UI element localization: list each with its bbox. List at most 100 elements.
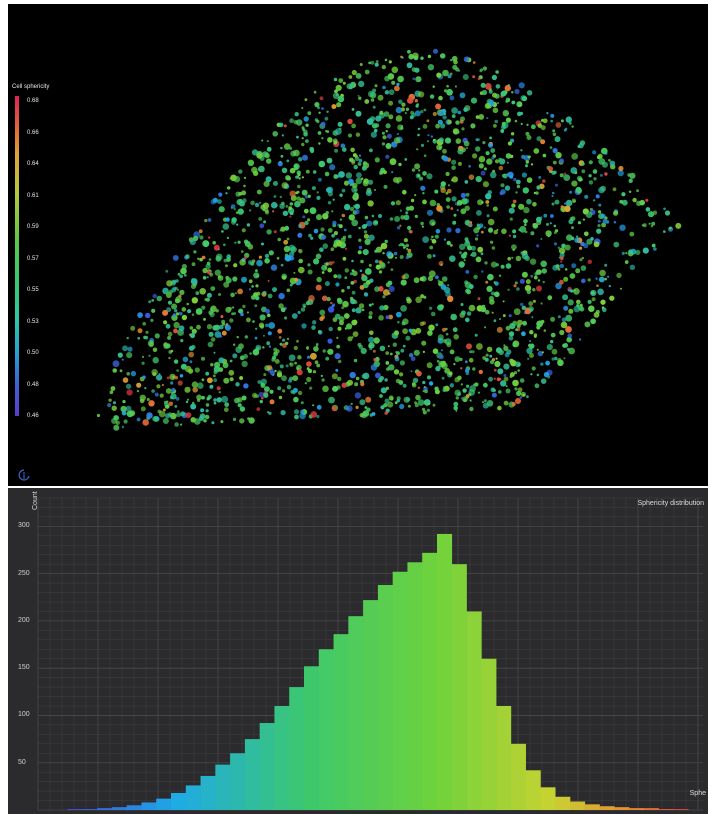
cell-marker (535, 191, 539, 195)
cell-marker (555, 183, 558, 187)
cell-marker (338, 359, 342, 364)
cell-marker (237, 240, 241, 244)
cell-marker (152, 372, 157, 377)
cell-marker (249, 209, 252, 212)
cell-marker (480, 82, 486, 88)
cell-marker (174, 405, 178, 408)
cell-marker (207, 377, 213, 384)
cell-marker (588, 174, 592, 178)
cell-marker (167, 331, 173, 337)
cell-marker (424, 389, 428, 394)
cell-marker (462, 74, 469, 80)
cell-marker (229, 318, 234, 323)
cell-marker (341, 188, 346, 193)
cell-marker (258, 217, 263, 221)
cell-marker (289, 376, 294, 381)
cell-marker (162, 309, 169, 316)
cell-marker (151, 299, 155, 302)
cell-marker (272, 210, 275, 213)
cell-marker (426, 362, 433, 369)
cell-marker (538, 176, 542, 179)
cell-marker (551, 357, 555, 361)
cell-marker (597, 219, 601, 223)
cell-marker (358, 238, 362, 242)
cell-marker (496, 377, 501, 382)
cell-marker (284, 254, 292, 262)
cell-marker (326, 157, 333, 164)
cell-marker (400, 279, 407, 286)
cell-marker (512, 234, 517, 239)
cell-marker (267, 365, 273, 371)
cell-marker (587, 259, 592, 264)
cell-marker (269, 389, 274, 394)
cell-marker (357, 250, 362, 255)
cell-marker (146, 398, 150, 401)
cell-marker (457, 161, 462, 166)
cell-marker (588, 305, 595, 312)
cell-marker (485, 193, 492, 200)
cell-marker (113, 401, 116, 405)
cell-marker (338, 78, 344, 83)
3d-view-panel[interactable]: Cell sphericity 0.68 0.66 0.64 0.61 0.59 0.57… (8, 4, 708, 486)
cell-marker (355, 73, 362, 79)
cell-marker (110, 386, 116, 391)
cell-marker (303, 305, 306, 308)
cell-marker (408, 404, 411, 408)
cell-marker (382, 85, 386, 90)
cell-marker (664, 210, 671, 216)
cell-marker (300, 307, 306, 312)
cell-marker (297, 184, 301, 189)
cell-marker (568, 122, 572, 125)
cell-marker (407, 248, 412, 253)
cell-marker (205, 409, 209, 413)
cell-marker (593, 199, 596, 202)
cell-marker (331, 210, 334, 213)
cell-marker (450, 313, 458, 321)
cell-marker (341, 213, 346, 218)
cell-marker (375, 372, 381, 379)
cell-marker (339, 320, 344, 326)
cell-marker (180, 339, 184, 343)
cell-marker (154, 333, 160, 339)
cell-marker (400, 55, 403, 59)
cell-marker (576, 299, 581, 305)
cell-marker (377, 94, 384, 101)
cell-marker (293, 409, 300, 415)
cell-marker (494, 119, 499, 124)
cell-marker (485, 151, 490, 156)
colorbar-tick: 0.64 (27, 161, 39, 167)
cell-marker (385, 130, 388, 133)
cell-marker (438, 110, 444, 116)
cell-marker (455, 409, 458, 412)
cell-marker (485, 353, 489, 357)
cell-marker (231, 217, 237, 223)
cell-marker (463, 140, 470, 147)
cell-marker (295, 175, 299, 179)
cell-marker (243, 184, 246, 188)
cell-marker (168, 289, 173, 294)
cell-marker (540, 362, 544, 366)
cell-marker (417, 399, 425, 406)
cell-marker (522, 187, 529, 194)
cell-marker (251, 166, 258, 174)
cell-marker (120, 405, 127, 413)
cell-marker (598, 186, 605, 194)
cell-marker (537, 279, 541, 282)
cell-marker (488, 227, 493, 233)
cell-marker (266, 158, 272, 164)
cell-marker (453, 405, 459, 411)
cell-marker (427, 254, 432, 259)
cell-marker (443, 238, 446, 241)
cell-marker (298, 258, 304, 264)
cell-marker (184, 386, 191, 393)
cell-marker (348, 133, 352, 138)
cell-marker (318, 160, 326, 168)
cell-marker (489, 89, 492, 92)
cell-marker (239, 355, 245, 361)
cell-marker (542, 153, 547, 158)
cell-marker (267, 313, 271, 318)
cell-marker (267, 279, 270, 282)
cell-marker (262, 151, 269, 158)
cell-marker (530, 274, 534, 278)
axes-orientation-icon[interactable] (17, 468, 31, 482)
